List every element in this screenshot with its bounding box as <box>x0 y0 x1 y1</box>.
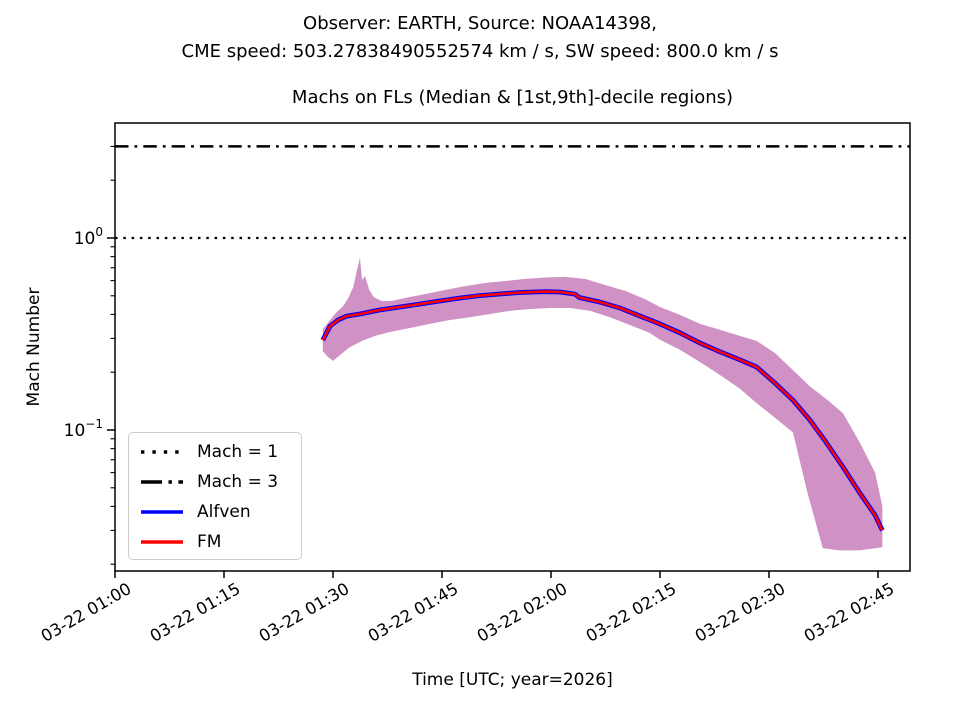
fm-median-line <box>321 290 884 531</box>
dotted-line-icon <box>141 450 183 454</box>
suptitle-line-1: Observer: EARTH, Source: NOAA14398, <box>303 13 657 34</box>
x-axis-label: Time [UTC; year=2026] <box>412 670 613 690</box>
legend-label-mach-3: Mach = 3 <box>197 472 279 492</box>
legend-item-fm: FM <box>139 527 301 557</box>
legend: Mach = 1 Mach = 3 Alfven FM <box>128 432 302 560</box>
axes-title: Machs on FLs (Median & [1st,9th]-decile … <box>291 87 734 108</box>
alfven-line-icon <box>141 510 183 514</box>
axes-frame <box>114 122 911 572</box>
fm-line-icon <box>141 540 183 544</box>
legend-item-mach-1: Mach = 1 <box>139 437 301 467</box>
decile-band <box>322 258 883 551</box>
legend-label-fm: FM <box>197 532 222 552</box>
legend-label-alfven: Alfven <box>197 502 251 522</box>
y-tick-label: 10−1 <box>64 417 103 441</box>
y-axis-label: Mach Number <box>24 287 44 407</box>
legend-item-mach-3: Mach = 3 <box>139 467 301 497</box>
figure-suptitle: Observer: EARTH, Source: NOAA14398, CME … <box>0 10 960 66</box>
legend-item-alfven: Alfven <box>139 497 301 527</box>
suptitle-line-2: CME speed: 503.27838490552574 km / s, SW… <box>181 41 779 62</box>
dashdot-line-icon <box>141 480 183 484</box>
legend-label-mach-1: Mach = 1 <box>197 442 279 462</box>
y-tick-label: 100 <box>74 225 103 249</box>
